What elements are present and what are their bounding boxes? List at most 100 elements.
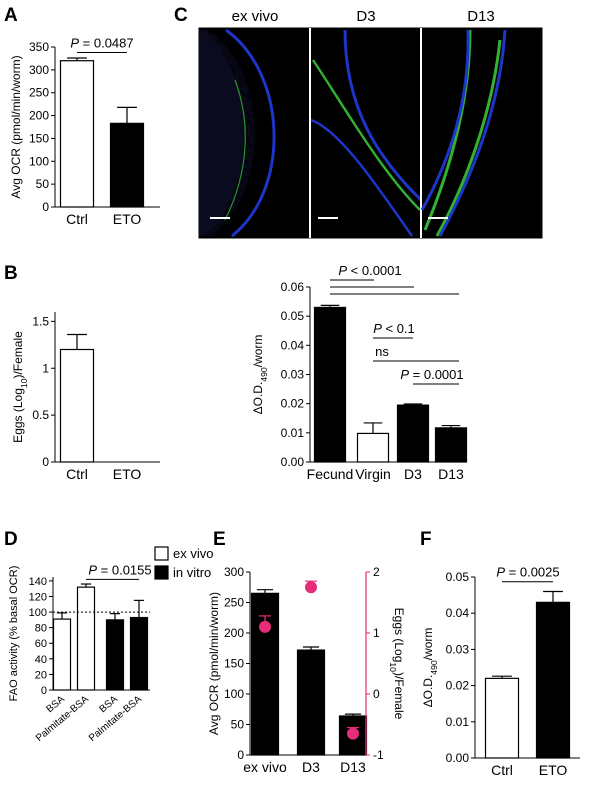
y-tick-label: 0.05 [281,309,305,323]
y-tick-label: 0.00 [446,751,470,765]
y-tick-label: 0.04 [281,338,305,352]
bar [76,586,96,691]
y-tick-label: 0 [237,748,244,762]
y-axis-label: Avg OCR (pmol/min/worm) [207,592,221,735]
bar [535,601,571,759]
y-tick-label: 350 [29,40,49,54]
y-tick-label: 150 [224,657,244,671]
p-value-label: P = 0.0487 [70,35,133,50]
y-tick-label: 0.05 [446,570,470,584]
bar [52,618,72,691]
legend-swatch [154,546,169,561]
y-tick-label: 0 [41,685,47,697]
x-tick-label: D3 [404,466,422,482]
y-tick-label: 20 [35,669,47,681]
chart-F: 0.00 0.01 0.02 0.03 0.04 0.05 ΔO.D.490/worm Ctr… [421,565,580,778]
y-axis-label: Eggs (Log10)/Female [11,331,29,443]
y-tick-label: 0.04 [446,606,470,620]
y-tick-label: 200 [224,626,244,640]
bar [59,348,95,463]
y-tick-label: 120 [29,591,47,603]
legend-swatch [154,565,169,580]
y-tick-label: 50 [231,718,245,732]
p-value-label: P < 0.0001 [338,263,401,278]
y-axis-label: FAO activity (% basal OCR) [8,566,20,702]
p-value-label: P < 0.1 [373,321,415,336]
y-tick-label: 0 [42,455,49,469]
legend-label: ex vivo [173,546,213,561]
microscopy-panel: ex vivo D3 D13 [198,8,543,239]
y-tick-label: 100 [224,687,244,701]
y-tick-label: 300 [224,565,244,579]
y-tick-label: 40 [35,654,47,666]
p-value-label: P = 0.0025 [496,565,559,580]
panel-label-F: F [420,529,432,550]
image-ex-vivo [199,28,276,238]
chart-D: 0 20 40 60 80 100 120 140 FAO activity (% basal … [8,546,213,744]
microscopy-title-ex-vivo: ex vivo [232,8,279,25]
x-tick-label: Ctrl [66,211,88,227]
y-tick-label: 1.5 [32,314,49,328]
x-tick-label: D13 [340,759,366,775]
data-point [259,620,271,633]
secondary-y-axis-label: Eggs (Log10)/Female [388,608,406,720]
x-tick-label: D13 [438,466,464,482]
x-tick-label: ex vivo [243,759,287,775]
secondary-y-tick-label: 2 [373,565,380,579]
panel-label-B: B [4,263,18,284]
secondary-y-tick-label: 1 [373,626,380,640]
y-tick-label: 0 [42,200,49,214]
chart-B2: 0.00 0.01 0.02 0.03 0.04 0.05 0.06 ΔO.D.490/wor… [251,263,468,482]
y-tick-label: 0.06 [281,280,305,294]
panel-label-A: A [4,5,18,26]
bar [313,306,347,463]
x-tick-label: Fecund [307,466,354,482]
legend-label: in vitro [173,565,211,580]
y-tick-label: 0.03 [281,368,305,382]
bar [296,649,326,756]
y-tick-label: 0.01 [281,426,305,440]
y-tick-label: 100 [29,607,47,619]
data-point [347,727,359,740]
y-tick-label: 0.5 [32,408,49,422]
y-tick-label: 250 [29,86,49,100]
y-tick-label: 50 [36,177,50,191]
y-tick-label: 300 [29,63,49,77]
bar [396,404,430,463]
data-point [305,581,317,594]
y-tick-label: 0.00 [281,455,305,469]
x-tick-label: Ctrl [491,762,513,778]
y-tick-label: 150 [29,131,49,145]
y-axis-label: ΔO.D.490/worm [251,335,269,415]
microscopy-title-d13: D13 [467,8,495,25]
y-tick-label: 200 [29,109,49,123]
microscopy-title-d3: D3 [356,8,375,25]
panel-label-C: C [174,5,188,26]
image-d13 [420,29,507,237]
secondary-y-tick-label: -1 [373,748,384,762]
panel-label-E: E [213,529,226,550]
bar [59,60,95,208]
y-tick-label: 140 [29,576,47,588]
y-tick-label: 0.03 [446,642,470,656]
bar [434,427,468,463]
bar [129,616,149,691]
bar [109,122,145,208]
y-tick-label: 100 [29,154,49,168]
y-tick-label: 60 [35,638,47,650]
y-tick-label: 250 [224,596,244,610]
y-tick-label: 0.02 [281,397,305,411]
p-value-label: ns [375,344,389,359]
secondary-y-tick-label: 0 [373,687,380,701]
y-tick-label: 0.01 [446,715,470,729]
x-tick-label: Virgin [355,466,391,482]
y-tick-label: 1 [42,361,49,375]
bar [356,432,390,463]
x-tick-label: D3 [302,759,320,775]
p-value-label: P = 0.0155 [88,562,151,577]
y-axis-label: Avg OCR (pmol/min/worm) [9,55,23,198]
chart-A: 0 50 100 150 200 250 300 350 Avg OCR (pmol/min/w… [9,35,160,227]
